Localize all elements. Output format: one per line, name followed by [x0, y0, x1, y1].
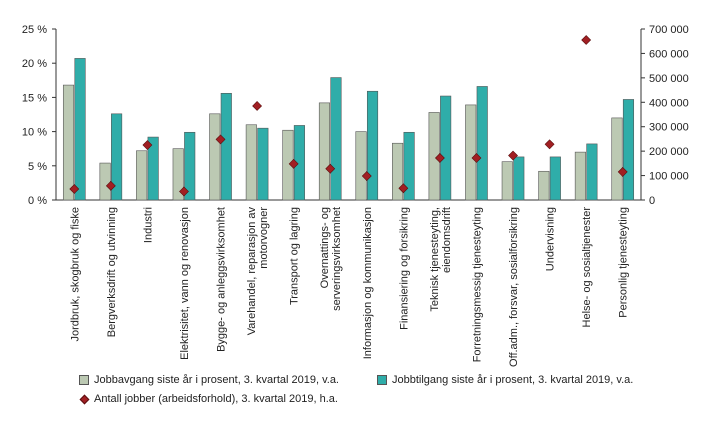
category-label: Undervisning	[545, 207, 557, 271]
marker-antall-jobber	[508, 150, 518, 161]
marker-antall-jobber	[544, 139, 555, 150]
bar-jobbtilgang	[111, 113, 123, 201]
category-label: Helse- og sosialtjenester	[581, 207, 593, 328]
category-label: Finansiering og forsikring	[398, 207, 410, 330]
legend-swatch-jobbtilgang	[377, 375, 387, 385]
bar-jobbtilgang	[403, 131, 415, 201]
category-label: Personlig tjenesteyting	[618, 207, 630, 318]
bar-jobbavgang	[392, 142, 404, 201]
bar-jobbtilgang	[366, 90, 379, 201]
bar-jobbtilgang	[330, 77, 342, 201]
left-axis-tick-label: 20 %	[22, 58, 47, 70]
bar-jobbtilgang	[184, 131, 196, 201]
category-label: serveringsvirksomhet	[331, 207, 343, 311]
category-label: motorvogner	[258, 207, 270, 269]
marker-antall-jobber	[288, 158, 299, 169]
bar-jobbavgang	[62, 84, 75, 201]
left-axis-tick-label: 0 %	[28, 195, 47, 207]
legend-label-antall-jobber: Antall jobber (arbeidsforhold), 3. kvart…	[94, 393, 338, 405]
bar-jobbavgang	[209, 113, 221, 201]
category-label: Bergverksdrift og utvinning	[106, 207, 118, 337]
bar-jobbtilgang	[147, 136, 159, 201]
category-label: Transport og lagring	[289, 207, 301, 305]
bar-jobbavgang	[611, 117, 623, 201]
marker-antall-jobber	[398, 183, 409, 194]
right-axis-tick-label: 500 000	[649, 73, 689, 85]
marker-antall-jobber	[617, 166, 628, 177]
markers	[69, 35, 628, 197]
right-axis-tick-label: 300 000	[649, 122, 689, 134]
marker-antall-jobber	[215, 134, 226, 145]
marker-antall-jobber	[105, 180, 116, 191]
legend-marker-antall-jobber	[79, 394, 90, 404]
bar-jobbavgang	[318, 102, 331, 201]
bar-jobbtilgang	[586, 143, 598, 201]
right-axis-tick-label: 600 000	[649, 48, 689, 60]
legend-swatch-jobbavgang	[79, 375, 89, 385]
bar-jobbavgang	[136, 150, 148, 201]
bar-jobbtilgang	[74, 58, 86, 201]
marker-antall-jobber	[361, 171, 372, 181]
bar-jobbtilgang	[220, 92, 232, 201]
bar-jobbtilgang	[440, 95, 452, 201]
category-label: Teknisk tjenesteyting,	[429, 207, 441, 312]
left-axis-tick-label: 15 %	[22, 92, 47, 104]
legend-item-antall-jobber: Antall jobber (arbeidsforhold), 3. kvart…	[79, 393, 338, 405]
legend-item-jobbavgang: Jobbavgang siste år i prosent, 3. kvarta…	[79, 374, 339, 386]
right-axis-tick-label: 0	[649, 195, 655, 207]
category-label: Overnattings- og	[319, 207, 331, 288]
legend-item-jobbtilgang: Jobbtilgang siste år i prosent, 3. kvart…	[377, 374, 633, 386]
marker-antall-jobber	[471, 153, 482, 163]
bar-jobbavgang	[574, 151, 586, 201]
category-label: Varehandel, reparasjon av	[246, 207, 258, 336]
marker-antall-jobber	[179, 186, 189, 197]
category-label: Off.adm., forsvar, sosialforsikring	[508, 207, 520, 367]
bar-jobbtilgang	[622, 99, 635, 201]
marker-antall-jobber	[142, 140, 153, 150]
bar-jobbavgang	[465, 104, 477, 201]
bar-jobbavgang	[99, 162, 111, 201]
right-axis-tick-label: 200 000	[649, 146, 689, 158]
right-axis-tick-label: 100 000	[649, 171, 689, 183]
marker-antall-jobber	[325, 163, 336, 174]
bar-jobbavgang	[172, 148, 184, 201]
category-label: eiendomsdrift	[441, 207, 453, 273]
legend-label-jobbavgang: Jobbavgang siste år i prosent, 3. kvarta…	[94, 374, 339, 386]
bar-jobbavgang	[355, 131, 367, 201]
right-axis-tick-label: 700 000	[649, 24, 689, 36]
category-labels: Jordbruk, skogbruk og fiske Bergverksdrif…	[69, 207, 629, 367]
bar-jobbtilgang	[257, 127, 269, 201]
bar-jobbtilgang	[476, 86, 488, 201]
category-label: Industri	[142, 207, 154, 243]
marker-antall-jobber	[69, 184, 80, 194]
category-label: Bygge- og anleggsvirksomhet	[216, 207, 228, 352]
bar-jobbavgang	[245, 124, 257, 201]
right-axis-tick-label: 400 000	[649, 97, 689, 109]
category-label: Informasjon og kommunikasjon	[362, 207, 374, 359]
marker-antall-jobber	[434, 153, 445, 163]
bar-jobbtilgang	[549, 156, 561, 201]
legend-label-jobbtilgang: Jobbtilgang siste år i prosent, 3. kvart…	[392, 374, 634, 386]
bar-jobbavgang	[501, 161, 513, 201]
left-axis-tick-label: 10 %	[22, 127, 47, 139]
marker-antall-jobber	[252, 101, 263, 111]
category-label: Elektrisitet, vann og renovasjon	[179, 207, 191, 360]
category-label: Forretningsmessig tjenesteyting	[471, 207, 483, 362]
bars	[62, 58, 635, 201]
bar-jobbtilgang	[513, 156, 525, 201]
left-axis-tick-label: 25 %	[22, 24, 47, 36]
bar-jobbavgang	[538, 170, 550, 201]
left-axis-tick-label: 5 %	[28, 161, 47, 173]
category-label: Jordbruk, skogbruk og fiske	[69, 207, 81, 342]
marker-antall-jobber	[581, 35, 592, 45]
